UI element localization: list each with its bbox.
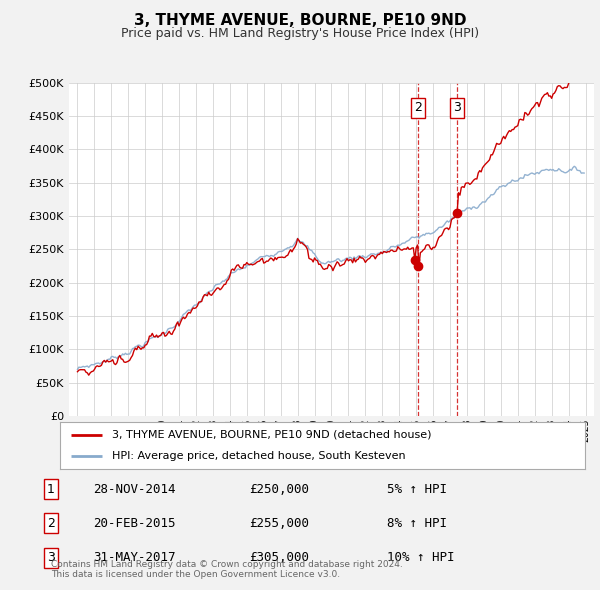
Text: 3, THYME AVENUE, BOURNE, PE10 9ND: 3, THYME AVENUE, BOURNE, PE10 9ND [134, 13, 466, 28]
Text: HPI: Average price, detached house, South Kesteven: HPI: Average price, detached house, Sout… [113, 451, 406, 461]
Text: 28-NOV-2014: 28-NOV-2014 [93, 483, 176, 496]
Text: 3, THYME AVENUE, BOURNE, PE10 9ND (detached house): 3, THYME AVENUE, BOURNE, PE10 9ND (detac… [113, 430, 432, 440]
Text: 2: 2 [47, 517, 55, 530]
Text: 31-MAY-2017: 31-MAY-2017 [93, 551, 176, 564]
Text: £305,000: £305,000 [249, 551, 309, 564]
Text: 20-FEB-2015: 20-FEB-2015 [93, 517, 176, 530]
Text: Price paid vs. HM Land Registry's House Price Index (HPI): Price paid vs. HM Land Registry's House … [121, 27, 479, 40]
Text: 1: 1 [47, 483, 55, 496]
Text: Contains HM Land Registry data © Crown copyright and database right 2024.
This d: Contains HM Land Registry data © Crown c… [51, 560, 403, 579]
Text: 8% ↑ HPI: 8% ↑ HPI [387, 517, 447, 530]
Text: 10% ↑ HPI: 10% ↑ HPI [387, 551, 455, 564]
Text: 2: 2 [415, 101, 422, 114]
Text: £250,000: £250,000 [249, 483, 309, 496]
Text: 3: 3 [47, 551, 55, 564]
Text: 3: 3 [453, 101, 461, 114]
Text: 5% ↑ HPI: 5% ↑ HPI [387, 483, 447, 496]
Text: £255,000: £255,000 [249, 517, 309, 530]
